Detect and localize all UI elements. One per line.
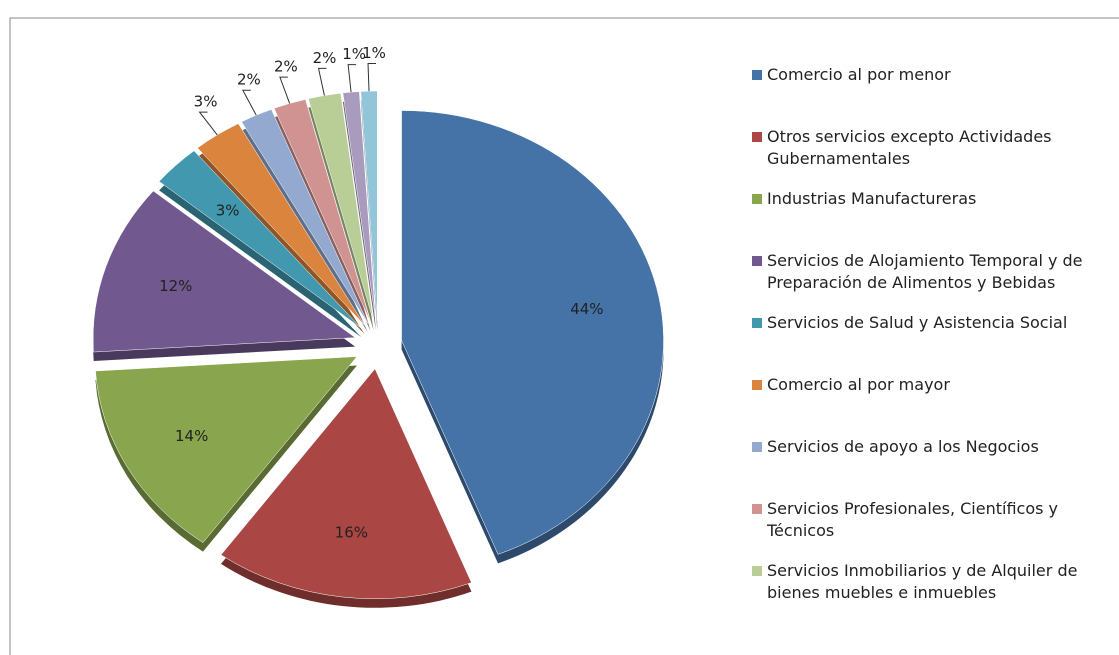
legend-swatch [752,318,762,328]
data-label: 3% [194,93,218,111]
slice [241,109,369,324]
legend-label: Otros servicios excepto Actividades Gube… [767,127,1052,168]
legend-label: Servicios de Alojamiento Temporal y de P… [767,251,1083,292]
legend-entry: Servicios Profesionales, Científicos y T… [752,498,1104,542]
legend-entry: Industrias Manufactureras [752,188,1104,210]
leader-line [317,67,327,96]
chart-frame [9,17,1119,655]
legend-swatch [752,194,762,204]
data-label: 1% [362,44,386,62]
data-label: 44% [570,300,603,318]
legend-entry: Servicios de Salud y Asistencia Social [752,312,1104,334]
data-label: 2% [313,49,337,67]
legend-swatch [752,132,762,142]
slice [92,190,356,353]
slice [220,368,472,599]
legend-swatch [752,442,762,452]
legend-label: Servicios Inmobiliarios y de Alquiler de… [767,561,1078,602]
slice [158,150,362,329]
slice [95,356,358,543]
slice-side [308,102,374,331]
legend-swatch [752,380,762,390]
legend-swatch [752,504,762,514]
slice [197,123,365,326]
leader-line [367,63,377,92]
legend-label: Servicios de apoyo a los Negocios [767,437,1039,456]
legend-entry: Comercio al por mayor [752,374,1104,396]
legend-swatch [752,70,762,80]
data-label: 2% [237,71,261,89]
legend-label: Comercio al por menor [767,65,951,84]
legend-entry: Comercio al por menor [752,64,1104,86]
legend-entry: Servicios Inmobiliarios y de Alquiler de… [752,560,1104,604]
legend-entry: Otros servicios excepto Actividades Gube… [752,126,1104,170]
data-label: 3% [216,201,240,219]
leader-line [279,76,291,104]
leader-line [198,111,218,136]
data-label: 12% [159,277,192,295]
legend-swatch [752,256,762,266]
legend-entry: Servicios de apoyo a los Negocios [752,436,1104,458]
legend-entry: Servicios de Alojamiento Temporal y de P… [752,250,1104,294]
legend-swatch [752,566,762,576]
leader-line [347,64,357,93]
slice-side [342,100,376,331]
legend-label: Industrias Manufactureras [767,189,977,208]
data-label: 14% [175,427,208,445]
legend-label: Servicios Profesionales, Científicos y T… [767,499,1058,540]
slice [401,110,664,555]
slice [308,92,374,322]
data-label: 1% [342,45,366,63]
legend-label: Servicios de Salud y Asistencia Social [767,313,1068,332]
data-label: 16% [335,524,368,542]
leader-line [242,89,257,116]
data-label: 2% [274,58,298,76]
legend-label: Comercio al por mayor [767,375,950,394]
